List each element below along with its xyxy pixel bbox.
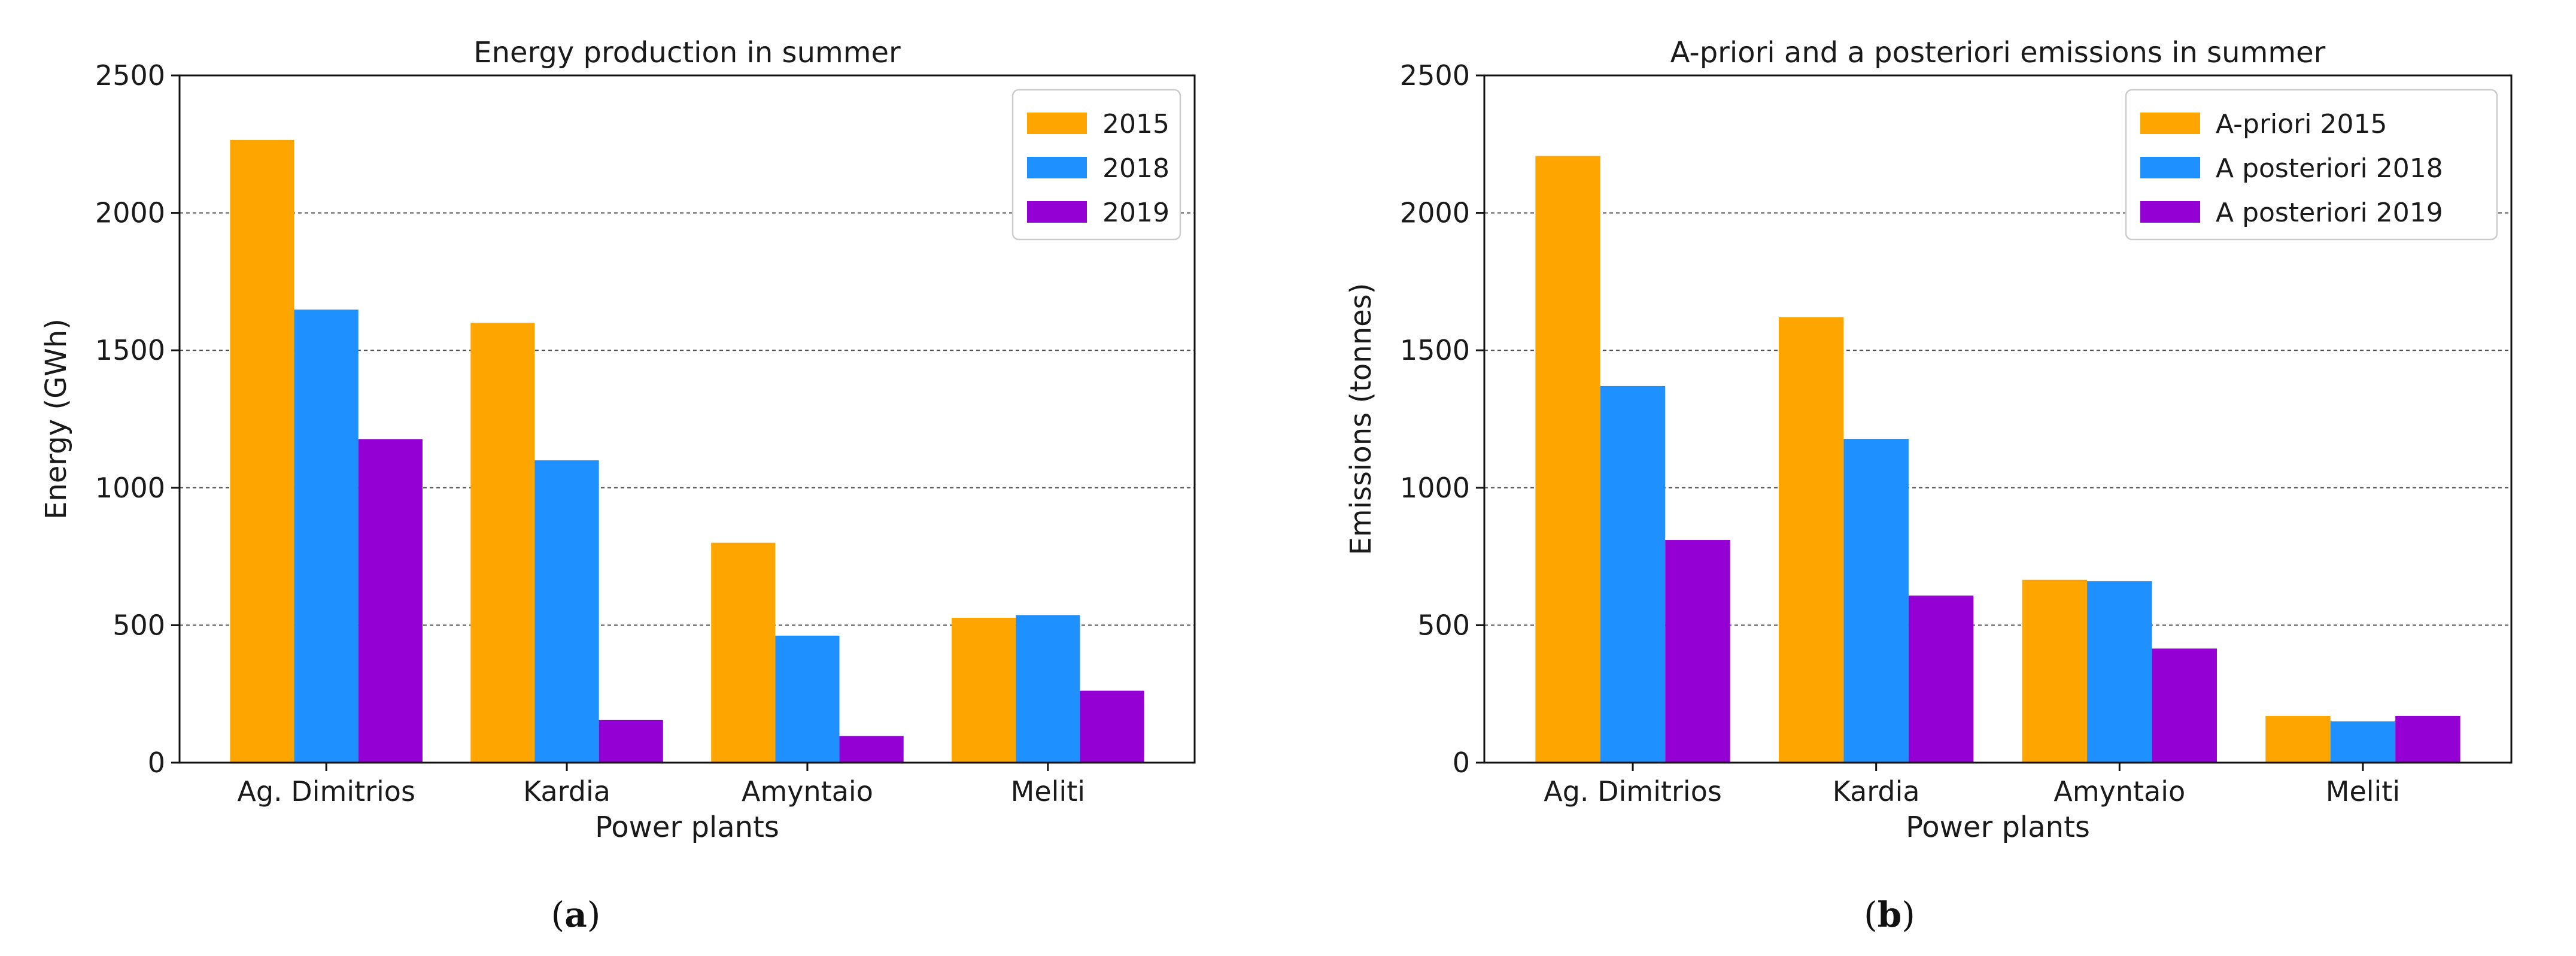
y-axis-label-b: Emissions (tonnes) bbox=[1344, 283, 1378, 556]
subfigure-label-close-a: ) bbox=[587, 894, 601, 935]
x-tick-label-a-3: Meliti bbox=[1011, 775, 1085, 808]
bar-a-2018-3 bbox=[1016, 615, 1080, 763]
y-tick-label-b-1: 500 bbox=[1417, 609, 1470, 641]
y-tick-label-a-2: 1000 bbox=[95, 472, 165, 504]
legend-swatch-b-2 bbox=[2140, 201, 2200, 223]
bar-b-a-priori-2015-2 bbox=[2022, 579, 2088, 763]
subfigure-label-close-b: ) bbox=[1901, 894, 1915, 935]
legend-swatch-b-0 bbox=[2140, 113, 2200, 134]
x-axis-label-b: Power plants bbox=[1906, 811, 2090, 844]
bar-a-2019-3 bbox=[1080, 690, 1144, 763]
legend-label-b-0: A-priori 2015 bbox=[2216, 109, 2387, 139]
y-axis-label-a: Energy (GWh) bbox=[40, 318, 73, 520]
legend-a: 2015 2018 2019 bbox=[1011, 89, 1181, 241]
legend-label-b-1: A posteriori 2018 bbox=[2216, 153, 2443, 184]
subfigure-label-open-a: ( bbox=[551, 894, 565, 935]
y-tick-label-a-0: 0 bbox=[148, 746, 165, 779]
bar-a-2018-0 bbox=[294, 309, 359, 763]
plot-frame-a bbox=[178, 74, 1196, 764]
bar-b-a-posteriori-2019-2 bbox=[2152, 648, 2217, 763]
bar-a-2019-0 bbox=[358, 439, 423, 763]
y-tick-label-a-1: 500 bbox=[113, 609, 165, 641]
chart-title-b: A-priori and a posteriori emissions in s… bbox=[1670, 36, 2326, 69]
bar-b-a-priori-2015-1 bbox=[1779, 317, 1844, 763]
x-tick-label-b-3: Meliti bbox=[2326, 775, 2400, 808]
legend-swatch-a-1 bbox=[1027, 157, 1087, 178]
bar-a-2019-2 bbox=[839, 736, 904, 763]
bar-b-a-priori-2015-3 bbox=[2265, 715, 2331, 763]
plot-frame-b bbox=[1483, 74, 2513, 764]
subfigure-label-letter-a: a bbox=[564, 894, 587, 935]
legend-swatch-a-2 bbox=[1027, 201, 1087, 223]
x-tick-label-a-1: Kardia bbox=[523, 775, 610, 808]
x-tick-label-a-0: Ag. Dimitrios bbox=[237, 775, 415, 808]
bar-b-a-posteriori-2018-2 bbox=[2087, 581, 2152, 763]
chart-panel-a: 0 500 1000 1500 2000 2500 Ag. Dimitrios Kardia A… bbox=[40, 36, 1196, 935]
bar-a-2019-1 bbox=[599, 720, 663, 763]
y-tick-label-a-5: 2500 bbox=[95, 59, 165, 92]
legend-b: A-priori 2015 A posteriori 2018 A posterio… bbox=[2125, 89, 2498, 241]
bar-a-2018-1 bbox=[534, 460, 599, 763]
x-tick-label-b-1: Kardia bbox=[1833, 775, 1920, 808]
bar-b-a-posteriori-2019-1 bbox=[1908, 595, 1974, 763]
legend-swatch-a-0 bbox=[1027, 113, 1087, 134]
bar-a-2015-2 bbox=[711, 542, 776, 763]
legend-label-a-0: 2015 bbox=[1102, 109, 1169, 139]
subfigure-label-letter-b: b bbox=[1878, 894, 1902, 935]
x-tick-label-b-2: Amyntaio bbox=[2053, 775, 2185, 808]
bar-b-a-posteriori-2018-3 bbox=[2330, 721, 2396, 763]
bar-b-a-priori-2015-0 bbox=[1535, 156, 1600, 763]
y-tick-label-b-0: 0 bbox=[1453, 746, 1470, 779]
y-tick-label-b-5: 2500 bbox=[1400, 59, 1470, 92]
bar-b-a-posteriori-2019-3 bbox=[2395, 715, 2460, 763]
legend-swatch-b-1 bbox=[2140, 157, 2200, 178]
subfigure-label-a: (a) bbox=[551, 894, 601, 935]
chart-panel-b: 0 500 1000 1500 2000 2500 Ag. Dimitrios Kardia A… bbox=[1344, 36, 2513, 935]
y-tick-label-a-4: 2000 bbox=[95, 197, 165, 229]
x-tick-label-b-0: Ag. Dimitrios bbox=[1544, 775, 1722, 808]
legend-label-a-2: 2019 bbox=[1102, 198, 1169, 228]
chart-title-a: Energy production in summer bbox=[473, 36, 901, 69]
y-tick-label-b-4: 2000 bbox=[1400, 197, 1470, 229]
bar-a-2015-3 bbox=[952, 618, 1016, 763]
x-tick-label-a-2: Amyntaio bbox=[742, 775, 873, 808]
y-tick-label-b-2: 1000 bbox=[1400, 472, 1470, 504]
x-axis-label-a: Power plants bbox=[595, 811, 779, 844]
subfigure-label-b: (b) bbox=[1864, 894, 1915, 935]
bar-a-2018-2 bbox=[775, 635, 840, 763]
bar-b-a-posteriori-2018-0 bbox=[1600, 386, 1666, 763]
y-tick-label-a-3: 1500 bbox=[95, 334, 165, 366]
bar-b-a-posteriori-2018-1 bbox=[1843, 439, 1909, 763]
bar-a-2015-1 bbox=[470, 323, 535, 763]
legend-label-b-2: A posteriori 2019 bbox=[2216, 198, 2443, 228]
bar-a-2015-0 bbox=[230, 139, 294, 763]
legend-label-a-1: 2018 bbox=[1102, 153, 1169, 184]
subfigure-label-open-b: ( bbox=[1864, 894, 1878, 935]
bar-b-a-posteriori-2019-0 bbox=[1665, 540, 1730, 763]
legend-frame-b bbox=[2125, 89, 2498, 241]
y-tick-label-b-3: 1500 bbox=[1400, 334, 1470, 366]
